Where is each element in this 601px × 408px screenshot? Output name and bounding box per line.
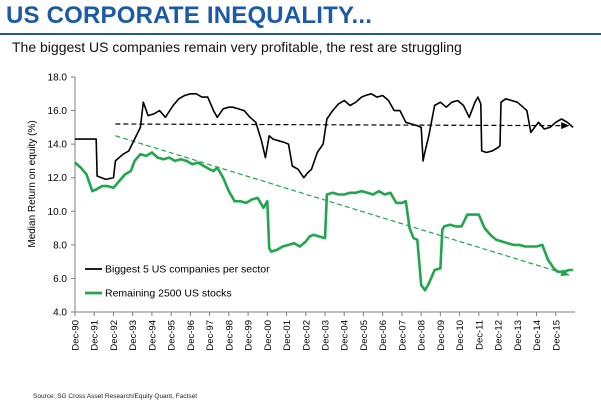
trendline-arrowhead (561, 122, 570, 130)
y-tick-label: 8.0 (53, 240, 67, 251)
legend-label: Remaining 2500 US stocks (105, 288, 232, 300)
series-lines (74, 93, 574, 292)
x-tick-label: Dec-02 (301, 320, 312, 351)
x-tick-label: Dec-97 (205, 320, 216, 351)
legend-label: Biggest 5 US companies per sector (105, 264, 270, 276)
y-tick-label: 10.0 (48, 207, 68, 218)
y-axis-tick-labels: 4.0 6.0 8.0 10.0 12.0 14.0 16.0 18.0 (48, 73, 68, 319)
x-tick-label: Dec-05 (359, 320, 370, 351)
x-tick-label: Dec-14 (532, 320, 543, 351)
legend: Biggest 5 US companies per sector Remaini… (85, 264, 270, 300)
y-tick-label: 12.0 (48, 173, 68, 184)
y-tick-label: 4.0 (53, 308, 67, 319)
x-tick-label: Dec-13 (513, 320, 524, 351)
y-tick-label: 16.0 (48, 106, 68, 117)
x-tick-label: Dec-00 (263, 320, 274, 351)
x-tick-label: Dec-93 (128, 320, 139, 351)
series-line-biggest-5-us-companies-per-sector (75, 93, 574, 181)
x-tick-label: Dec-07 (397, 320, 408, 351)
trendline-remaining-2500-us-stocks (115, 135, 570, 276)
x-tick-label: Dec-94 (147, 320, 158, 351)
x-tick-label: Dec-96 (186, 320, 197, 351)
y-tick-label: 18.0 (48, 73, 68, 84)
page-subtitle: The biggest US companies remain very pro… (12, 39, 462, 55)
y-tick-label: 6.0 (53, 274, 67, 285)
title-divider (0, 33, 601, 35)
trendline-biggest-5-us-companies-per-sector (115, 123, 570, 127)
x-tick-label: Dec-15 (551, 320, 562, 351)
roe-line-chart: 4.06.08.010.012.014.016.018.0 Dec-90 Dec-… (27, 73, 575, 351)
x-tick-label: Dec-09 (436, 320, 447, 351)
x-tick-label: Dec-90 (71, 320, 82, 351)
y-tick-label: 14.0 (48, 140, 68, 151)
x-tick-label: Dec-92 (109, 320, 120, 351)
x-tick-label: Dec-11 (474, 320, 485, 350)
x-tick-label: Dec-04 (340, 320, 351, 351)
x-axis-tick-labels: Dec-90 Dec-91 Dec-92 Dec-93 Dec-94 Dec-95 Dec-… (71, 320, 563, 351)
chart-axes (71, 76, 575, 316)
source-note: Source: SG Cross Asset Research/Equity Q… (33, 393, 198, 400)
x-tick-label: Dec-03 (321, 320, 332, 351)
series-line-remaining-2500-us-stocks (74, 151, 574, 292)
x-tick-label: Dec-06 (378, 320, 389, 351)
page-title: US CORPORATE INEQUALITY... (6, 2, 373, 29)
x-tick-label: Dec-10 (455, 320, 466, 351)
y-axis-label: Median Return on equity (%) (27, 120, 38, 247)
x-tick-label: Dec-01 (282, 320, 293, 351)
x-tick-label: Dec-95 (167, 320, 178, 351)
x-tick-label: Dec-12 (494, 320, 505, 351)
x-tick-label: Dec-99 (244, 320, 255, 351)
x-tick-label: Dec-98 (224, 320, 235, 351)
x-tick-label: Dec-91 (90, 320, 101, 351)
x-tick-label: Dec-08 (417, 320, 428, 351)
trendlines (115, 122, 570, 277)
